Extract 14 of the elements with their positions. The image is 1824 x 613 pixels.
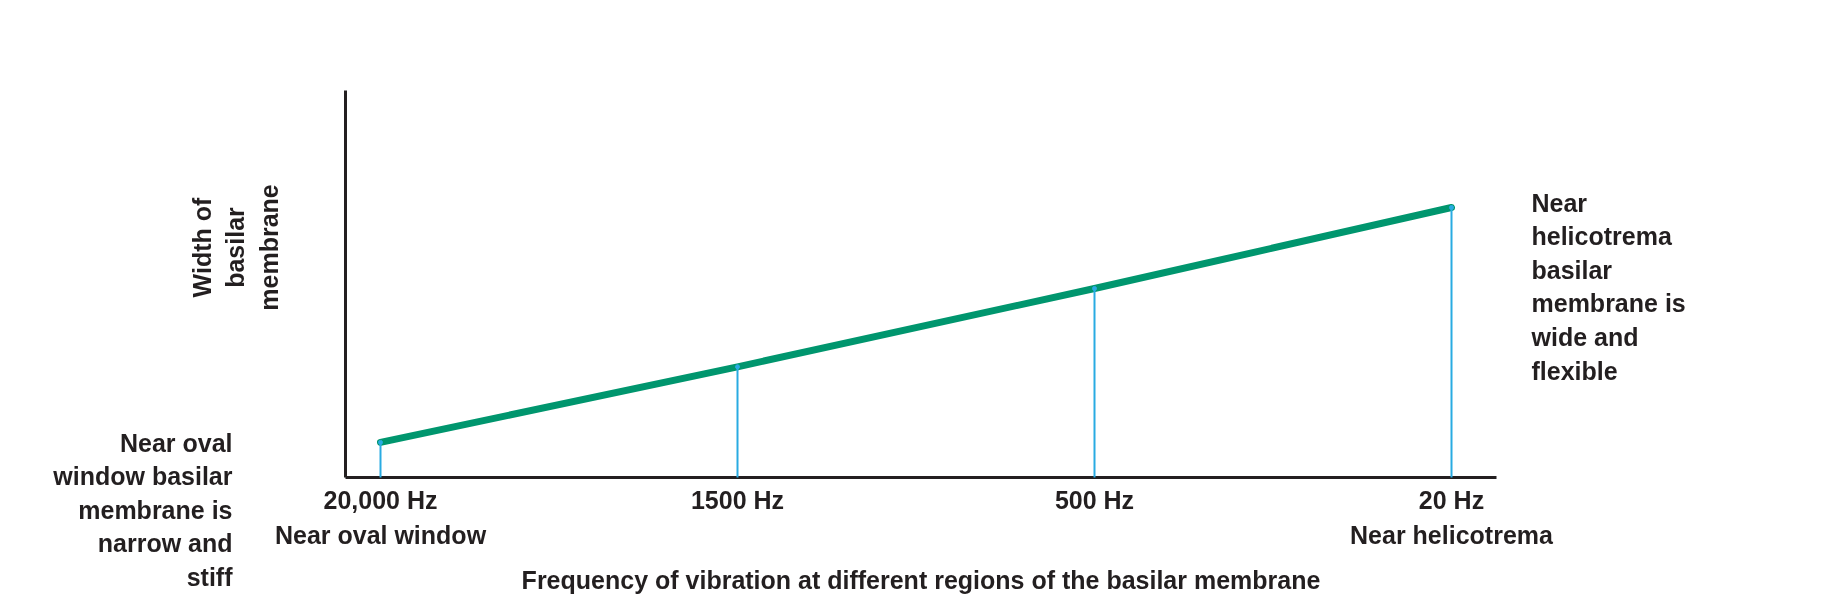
x-axis-title: Frequency of vibration at different regions of the basilar membrane [521, 565, 1321, 594]
x-tick-label: 20,000 Hz [323, 485, 438, 514]
text: Near oval window [274, 520, 487, 549]
x-tick-label: 1500 Hz [690, 485, 785, 514]
y-axis-title: Width of basilar membrane [187, 184, 284, 311]
x-tick-label: 20 Hz [1418, 485, 1485, 514]
text: Near oval window basilar membrane is narrow and stiff [52, 428, 234, 591]
text: Near helicotrema [1350, 520, 1555, 549]
point [378, 439, 383, 445]
text: Near helicotrema basilar membrane is wide and flexible [1530, 188, 1686, 385]
point [1092, 286, 1097, 291]
point [735, 364, 740, 370]
x-tick-label: 500 Hz [1054, 485, 1135, 514]
point [1449, 205, 1454, 210]
